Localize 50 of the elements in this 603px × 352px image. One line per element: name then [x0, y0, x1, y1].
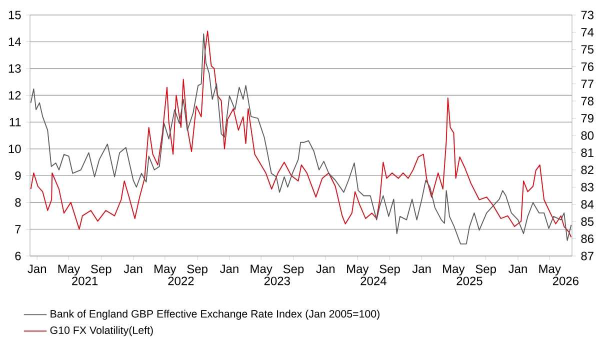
x-tick-label: Sep: [91, 264, 112, 276]
x-tick-label: Jan: [124, 264, 142, 274]
x-tick-label: May: [539, 264, 561, 276]
x2-tick-label: 2021: [72, 276, 98, 286]
x-tick-label: Sep: [476, 264, 496, 276]
y2-tick-label: 75: [581, 45, 594, 54]
y-tick-label: 15: [8, 10, 21, 20]
y-tick-label: 10: [8, 144, 21, 154]
y2-tick-label: 81: [581, 148, 594, 157]
y2-tick-label: 85: [581, 217, 594, 226]
y-tick-label: 8: [15, 198, 21, 207]
y2-tick-label: 74: [581, 28, 594, 36]
y-tick-label: 14: [8, 38, 21, 46]
y2-tick-label: 83: [581, 182, 594, 192]
y-tick-label: 9: [15, 171, 21, 180]
x-tick-label: Jan: [412, 264, 431, 274]
y2-tick-label: 87: [581, 252, 594, 260]
y2-tick-label: 82: [581, 166, 594, 174]
y2-tick-label: 80: [581, 131, 594, 140]
y-tick-label: 12: [8, 91, 21, 100]
y-tick-label: 6: [15, 252, 21, 260]
x-tick-label: May: [58, 264, 80, 276]
x2-tick-label: 2023: [264, 276, 290, 286]
x2-tick-label: 2022: [168, 276, 194, 286]
x-tick-label: Sep: [380, 264, 400, 276]
y2-tick-label: 84: [581, 200, 594, 209]
x-tick-label: Sep: [283, 264, 304, 276]
x2-tick-label: 2026: [552, 276, 578, 286]
x-tick-label: Jan: [28, 264, 46, 274]
x-tick-label: Jan: [220, 264, 238, 274]
y2-tick-label: 73: [581, 10, 594, 20]
x-tick-label: May: [443, 264, 465, 276]
y2-tick-label: 86: [581, 234, 594, 244]
x2-tick-label: 2025: [456, 276, 482, 286]
x-tick-label: May: [154, 264, 176, 276]
x-tick-label: Sep: [187, 264, 208, 276]
y2-tick-label: 77: [581, 80, 594, 88]
y2-tick-label: 79: [581, 114, 594, 123]
y2-tick-label: 76: [581, 62, 594, 71]
x-tick-label: May: [347, 264, 369, 276]
y2-tick-label: 78: [581, 96, 594, 106]
y-tick-label: 11: [10, 118, 21, 126]
x-tick-label: Jan: [316, 264, 335, 274]
x2-tick-label: 2024: [360, 276, 386, 286]
y-tick-label: 13: [8, 64, 21, 73]
x-tick-label: May: [250, 264, 272, 276]
x-tick-label: Jan: [508, 264, 527, 274]
y-tick-label: 7: [15, 225, 21, 234]
legend-label: Bank of England GBP Effective Exchange Rate Index (Jan 2005=100): [50, 310, 380, 320]
legend-label: G10 FX Volatility(Left): [50, 326, 153, 336]
